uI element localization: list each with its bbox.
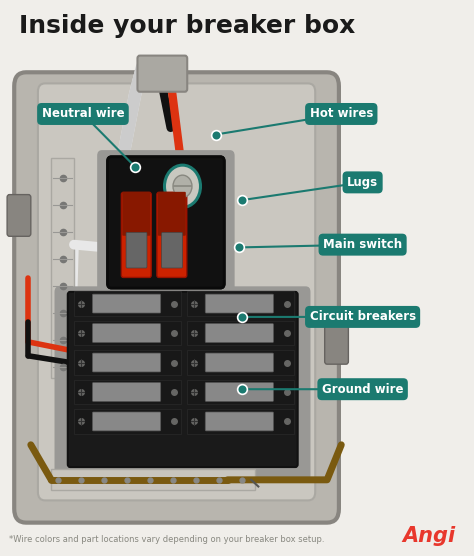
FancyBboxPatch shape [74, 380, 181, 404]
FancyBboxPatch shape [74, 350, 181, 375]
FancyBboxPatch shape [187, 350, 294, 375]
Circle shape [173, 175, 192, 197]
FancyBboxPatch shape [68, 292, 298, 467]
FancyBboxPatch shape [14, 72, 339, 523]
FancyBboxPatch shape [187, 380, 294, 404]
FancyBboxPatch shape [97, 150, 235, 306]
FancyBboxPatch shape [168, 185, 197, 196]
FancyBboxPatch shape [108, 157, 224, 288]
Text: *Wire colors and part locations vary depending on your breaker box setup.: *Wire colors and part locations vary dep… [9, 535, 325, 544]
Circle shape [164, 165, 201, 207]
FancyBboxPatch shape [51, 158, 74, 378]
FancyBboxPatch shape [162, 232, 182, 268]
Text: Lugs: Lugs [347, 176, 378, 189]
FancyBboxPatch shape [205, 324, 273, 342]
FancyBboxPatch shape [205, 353, 273, 372]
Text: Neutral wire: Neutral wire [42, 107, 124, 121]
FancyBboxPatch shape [51, 469, 255, 490]
FancyBboxPatch shape [137, 56, 187, 92]
FancyBboxPatch shape [121, 192, 151, 277]
FancyBboxPatch shape [325, 322, 348, 364]
FancyBboxPatch shape [74, 291, 181, 316]
Text: Inside your breaker box: Inside your breaker box [19, 14, 355, 38]
Text: Circuit breakers: Circuit breakers [310, 310, 416, 324]
Text: Hot wires: Hot wires [310, 107, 373, 121]
Text: Ground wire: Ground wire [322, 383, 403, 396]
FancyBboxPatch shape [187, 409, 294, 434]
Text: Main switch: Main switch [323, 238, 402, 251]
FancyBboxPatch shape [55, 286, 310, 481]
Text: Angi: Angi [402, 526, 455, 546]
FancyBboxPatch shape [92, 353, 161, 372]
FancyBboxPatch shape [205, 412, 273, 431]
FancyBboxPatch shape [74, 409, 181, 434]
FancyBboxPatch shape [92, 294, 161, 313]
FancyBboxPatch shape [158, 192, 186, 236]
FancyBboxPatch shape [7, 195, 31, 236]
FancyBboxPatch shape [187, 291, 294, 316]
FancyBboxPatch shape [74, 321, 181, 345]
FancyBboxPatch shape [38, 83, 315, 500]
FancyBboxPatch shape [122, 192, 150, 236]
FancyBboxPatch shape [187, 321, 294, 345]
FancyBboxPatch shape [126, 232, 147, 268]
FancyBboxPatch shape [205, 383, 273, 401]
FancyBboxPatch shape [92, 383, 161, 401]
FancyBboxPatch shape [205, 294, 273, 313]
FancyBboxPatch shape [92, 412, 161, 431]
FancyBboxPatch shape [108, 157, 224, 288]
FancyBboxPatch shape [92, 324, 161, 342]
FancyBboxPatch shape [157, 192, 187, 277]
